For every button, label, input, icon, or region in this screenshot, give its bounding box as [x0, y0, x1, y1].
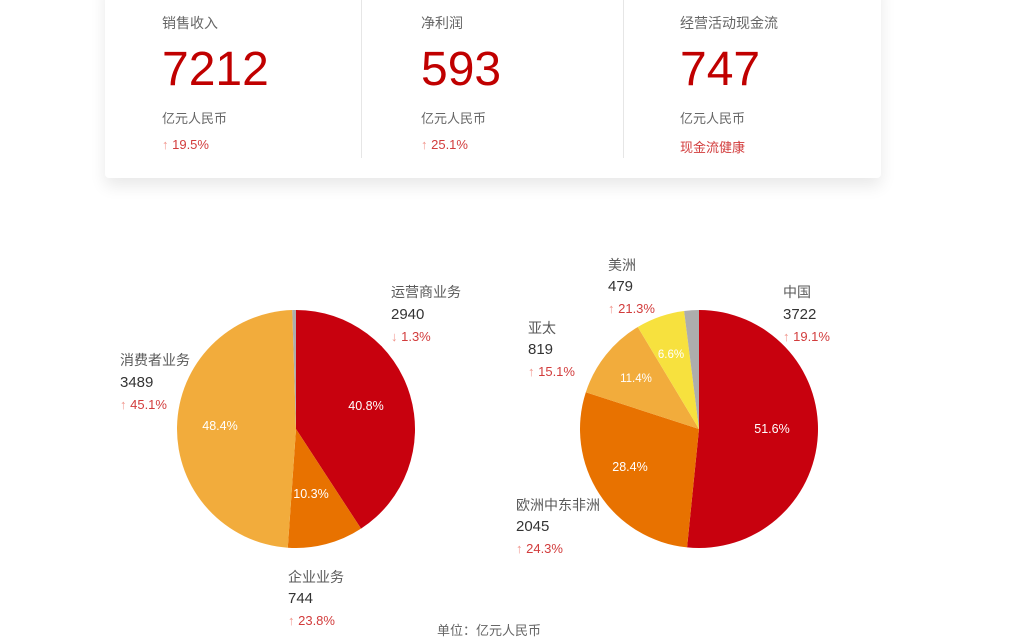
svg-text:28.4%: 28.4%: [612, 460, 647, 474]
svg-text:11.4%: 11.4%: [620, 373, 652, 385]
svg-text:51.6%: 51.6%: [754, 422, 789, 436]
svg-text:6.6%: 6.6%: [658, 349, 684, 361]
